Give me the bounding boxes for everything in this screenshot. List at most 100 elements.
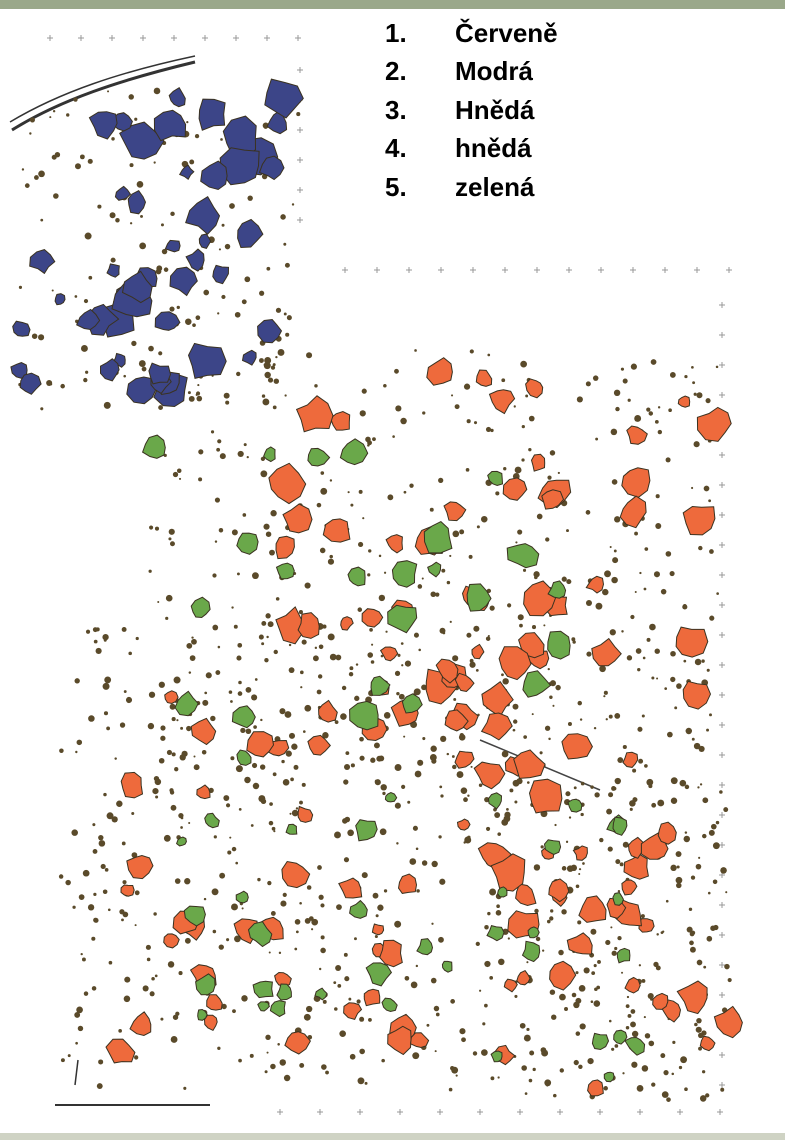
post-hole — [696, 1017, 702, 1024]
red-feature — [696, 406, 732, 442]
legend-label: Modrá — [455, 56, 533, 87]
red-feature — [525, 378, 544, 399]
post-hole — [212, 573, 217, 578]
blue-feature — [88, 111, 118, 140]
post-hole — [98, 1059, 104, 1065]
post-hole — [111, 816, 118, 823]
post-hole — [709, 615, 715, 621]
post-hole — [413, 632, 419, 638]
post-hole — [74, 295, 78, 298]
post-hole — [104, 868, 109, 872]
legend-number: 5. — [385, 171, 407, 202]
post-hole — [380, 654, 384, 658]
red-feature — [638, 918, 655, 933]
green-feature — [381, 997, 398, 1013]
post-hole — [489, 975, 494, 980]
post-hole — [593, 726, 597, 730]
post-hole — [176, 305, 180, 310]
post-hole — [660, 1053, 666, 1059]
post-hole — [236, 572, 240, 576]
post-hole — [524, 1092, 528, 1095]
post-hole — [707, 891, 711, 895]
post-hole — [81, 957, 86, 962]
post-hole — [459, 1028, 466, 1035]
post-hole — [367, 573, 371, 577]
post-hole — [467, 794, 470, 797]
red-feature — [307, 734, 331, 756]
red-feature — [196, 784, 211, 800]
post-hole — [174, 767, 179, 772]
post-hole — [701, 659, 705, 663]
post-hole — [171, 752, 176, 757]
post-hole — [525, 394, 529, 398]
post-hole — [392, 435, 395, 438]
green-feature — [486, 924, 505, 942]
red-feature — [410, 1032, 430, 1049]
post-hole — [595, 602, 603, 610]
post-hole — [221, 223, 225, 227]
post-hole — [225, 803, 231, 808]
red-feature — [443, 501, 467, 522]
post-hole — [374, 934, 378, 939]
post-hole — [136, 181, 144, 188]
post-hole — [713, 924, 719, 931]
post-hole — [131, 811, 135, 815]
post-hole — [578, 984, 586, 992]
post-hole — [110, 257, 116, 263]
post-hole — [169, 788, 174, 793]
green-feature — [466, 583, 492, 612]
post-hole — [441, 568, 446, 573]
post-hole — [577, 700, 582, 706]
post-hole — [720, 1087, 725, 1092]
post-hole — [523, 735, 528, 739]
post-hole — [320, 487, 328, 495]
post-hole — [283, 242, 287, 246]
post-hole — [372, 437, 376, 442]
post-hole — [83, 991, 89, 996]
post-hole — [459, 733, 464, 738]
post-hole — [670, 797, 678, 804]
red-feature — [621, 879, 638, 896]
post-hole — [501, 818, 509, 826]
post-hole — [295, 930, 299, 934]
post-hole — [631, 1061, 638, 1068]
red-feature — [481, 680, 514, 718]
post-hole — [232, 1009, 236, 1014]
red-feature — [498, 646, 532, 681]
post-hole — [289, 812, 292, 815]
red-feature — [513, 749, 546, 779]
post-hole — [343, 779, 349, 785]
red-feature — [682, 680, 712, 710]
post-hole — [610, 428, 618, 436]
post-hole — [549, 916, 554, 921]
green-feature — [285, 823, 298, 835]
red-feature — [454, 672, 475, 693]
post-hole — [249, 1053, 254, 1058]
blue-feature — [154, 311, 181, 331]
post-hole — [236, 371, 241, 377]
post-hole — [198, 477, 203, 482]
post-hole — [699, 1095, 707, 1102]
post-hole — [414, 349, 417, 352]
post-hole — [320, 947, 326, 954]
post-hole — [688, 907, 693, 912]
post-hole — [672, 1040, 676, 1044]
post-hole — [637, 667, 641, 672]
post-hole — [134, 117, 138, 121]
post-hole — [715, 365, 719, 369]
post-hole — [507, 937, 510, 940]
post-hole — [421, 577, 424, 580]
post-hole — [365, 436, 371, 443]
post-hole — [603, 1086, 608, 1091]
post-hole — [369, 628, 373, 632]
post-hole — [336, 904, 342, 911]
post-hole — [121, 918, 124, 922]
post-hole — [285, 750, 292, 757]
post-hole — [528, 447, 532, 452]
post-hole — [523, 1034, 531, 1042]
blue-feature — [178, 164, 195, 181]
post-hole — [252, 782, 260, 790]
post-hole — [38, 170, 45, 178]
post-hole — [452, 764, 457, 770]
post-hole — [107, 908, 111, 912]
